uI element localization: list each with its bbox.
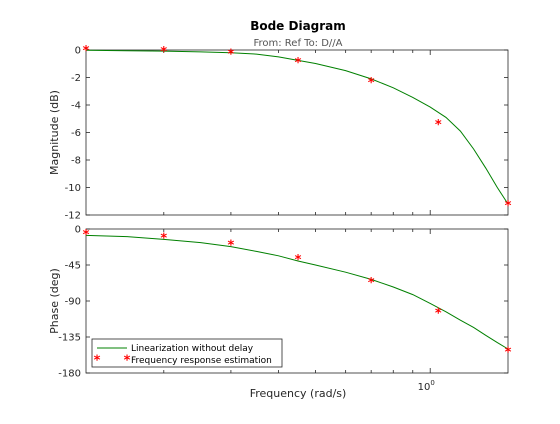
series-line-magnitude	[85, 49, 509, 205]
legend-label-0: Linearization without delay	[131, 344, 254, 354]
marker-magnitude-1: *	[160, 45, 167, 60]
marker-phase-4: *	[368, 276, 375, 291]
y-tick-label-magnitude-1: -2	[71, 73, 81, 84]
x-axis-label: Frequency (rad/s)	[250, 387, 347, 400]
marker-phase-6: *	[505, 346, 512, 361]
y-tick-label-phase-1: -45	[65, 261, 81, 272]
marker-phase-0: *	[83, 228, 90, 243]
marker-phase-1: *	[160, 231, 167, 246]
panel-magnitude: 0 -2 -4 -6 -8 -10 -12 Magnitude (dB) * * * * * * *	[48, 44, 512, 222]
y-axis-label-magnitude: Magnitude (dB)	[48, 90, 61, 175]
y-tick-label-magnitude-3: -6	[71, 128, 81, 139]
y-axis-label-phase: Phase (deg)	[48, 268, 61, 334]
marker-magnitude-6: *	[505, 199, 512, 214]
y-tick-label-phase-0: 0	[75, 225, 81, 236]
marker-phase-2: *	[228, 239, 235, 254]
x-tick-label-0: 100	[418, 379, 435, 393]
y-tick-label-magnitude-2: -4	[71, 101, 81, 112]
y-tick-label-magnitude-5: -10	[65, 183, 81, 194]
marker-magnitude-5: *	[435, 118, 442, 133]
marker-magnitude-0: *	[83, 44, 90, 59]
marker-phase-5: *	[435, 307, 442, 322]
legend-label-1: Frequency response estimation	[131, 356, 272, 366]
y-tick-label-magnitude-4: -8	[71, 156, 81, 167]
y-tick-label-magnitude-0: 0	[75, 46, 81, 57]
marker-magnitude-4: *	[368, 76, 375, 91]
legend-swatch-marker-left: *	[94, 354, 101, 369]
marker-magnitude-3: *	[295, 56, 302, 71]
x-tick-exponent-0: 0	[430, 379, 434, 387]
legend-box	[91, 338, 283, 368]
axes-box-magnitude	[85, 49, 509, 216]
y-tick-label-phase-3: -135	[58, 333, 81, 344]
chart-subtitle: From: Ref To: D//A	[253, 38, 342, 49]
series-line-phase	[85, 234, 509, 350]
marker-magnitude-2: *	[228, 48, 235, 63]
y-tick-label-magnitude-6: -12	[65, 211, 81, 222]
y-tick-label-phase-4: -180	[58, 369, 81, 380]
legend: Linearization without delay* * Frequency r…	[91, 338, 283, 369]
y-tick-label-phase-2: -90	[65, 297, 81, 308]
legend-swatch-marker-right: *	[124, 354, 131, 369]
marker-phase-3: *	[295, 253, 302, 268]
chart-title: Bode Diagram	[250, 19, 346, 33]
